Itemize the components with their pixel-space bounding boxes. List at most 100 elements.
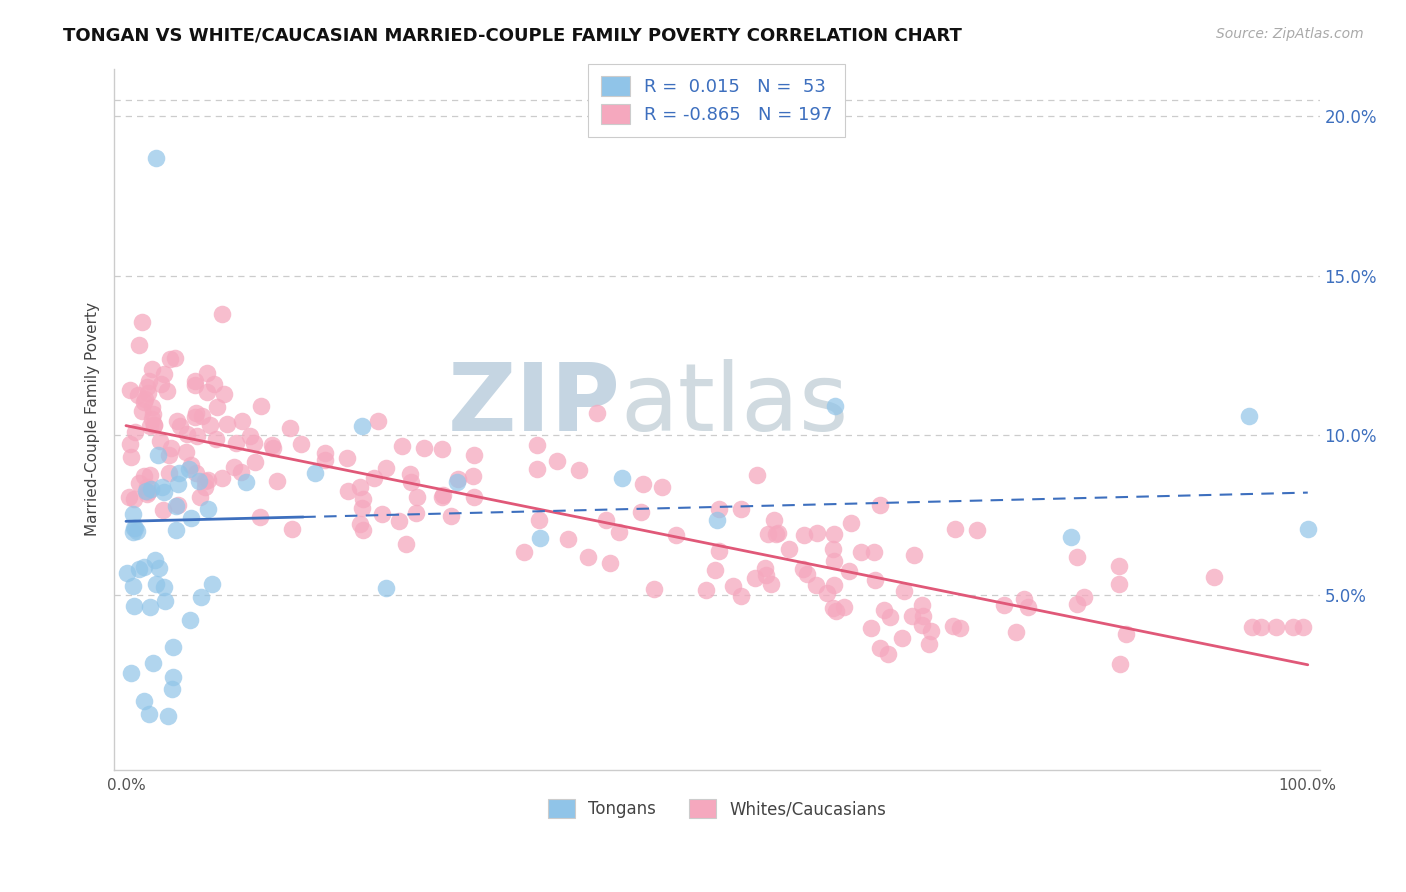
Point: [755, 568, 778, 582]
Point: [243, 455, 266, 469]
Point: [314, 452, 336, 467]
Point: [195, 366, 218, 380]
Point: [167, 498, 190, 512]
Point: [120, 450, 142, 465]
Point: [363, 471, 385, 485]
Point: [352, 523, 374, 537]
Point: [200, 576, 222, 591]
Point: [121, 579, 143, 593]
Point: [920, 624, 942, 639]
Point: [643, 582, 665, 596]
Point: [863, 574, 886, 588]
Point: [211, 307, 233, 321]
Point: [197, 473, 219, 487]
Point: [197, 502, 219, 516]
Point: [202, 377, 225, 392]
Point: [165, 523, 187, 537]
Point: [198, 417, 221, 432]
Point: [461, 469, 484, 483]
Point: [142, 656, 165, 670]
Point: [526, 461, 548, 475]
Point: [336, 450, 359, 465]
Point: [993, 598, 1015, 612]
Point: [149, 376, 172, 391]
Point: [838, 564, 860, 578]
Point: [132, 468, 155, 483]
Point: [143, 553, 166, 567]
Point: [190, 591, 212, 605]
Point: [349, 516, 371, 531]
Point: [778, 542, 800, 557]
Point: [180, 511, 202, 525]
Point: [1282, 619, 1305, 633]
Point: [118, 490, 141, 504]
Point: [304, 466, 326, 480]
Point: [918, 637, 941, 651]
Point: [1066, 597, 1088, 611]
Point: [138, 419, 160, 434]
Point: [374, 461, 396, 475]
Point: [205, 432, 228, 446]
Point: [143, 418, 166, 433]
Point: [1066, 549, 1088, 564]
Point: [148, 561, 170, 575]
Point: [463, 490, 485, 504]
Point: [138, 707, 160, 722]
Point: [446, 475, 468, 489]
Point: [631, 476, 654, 491]
Point: [576, 549, 599, 564]
Text: Source: ZipAtlas.com: Source: ZipAtlas.com: [1216, 27, 1364, 41]
Point: [135, 380, 157, 394]
Point: [823, 554, 845, 568]
Point: [430, 491, 453, 505]
Point: [179, 613, 201, 627]
Point: [262, 438, 284, 452]
Point: [225, 436, 247, 450]
Point: [278, 421, 301, 435]
Point: [399, 475, 422, 489]
Point: [766, 526, 789, 541]
Point: [793, 528, 815, 542]
Point: [186, 428, 208, 442]
Point: [231, 414, 253, 428]
Point: [707, 544, 730, 558]
Point: [157, 466, 180, 480]
Point: [413, 441, 436, 455]
Point: [135, 484, 157, 499]
Point: [169, 419, 191, 434]
Point: [128, 562, 150, 576]
Point: [136, 484, 159, 499]
Point: [890, 632, 912, 646]
Point: [131, 404, 153, 418]
Point: [834, 599, 856, 614]
Point: [851, 545, 873, 559]
Point: [314, 446, 336, 460]
Point: [184, 375, 207, 389]
Point: [149, 434, 172, 449]
Point: [806, 578, 828, 592]
Point: [585, 406, 607, 420]
Text: ZIP: ZIP: [447, 359, 620, 451]
Point: [115, 566, 138, 580]
Point: [721, 579, 744, 593]
Legend: Tongans, Whites/Caucasians: Tongans, Whites/Caucasians: [541, 793, 893, 825]
Point: [761, 577, 783, 591]
Point: [557, 533, 579, 547]
Point: [239, 429, 262, 443]
Point: [463, 448, 485, 462]
Point: [1296, 522, 1319, 536]
Point: [152, 503, 174, 517]
Point: [141, 483, 163, 497]
Point: [128, 476, 150, 491]
Point: [139, 467, 162, 482]
Point: [612, 471, 634, 485]
Point: [877, 648, 900, 662]
Point: [194, 474, 217, 488]
Point: [217, 417, 239, 431]
Point: [873, 603, 896, 617]
Point: [546, 454, 568, 468]
Point: [706, 513, 728, 527]
Point: [134, 559, 156, 574]
Point: [527, 513, 550, 527]
Point: [395, 537, 418, 551]
